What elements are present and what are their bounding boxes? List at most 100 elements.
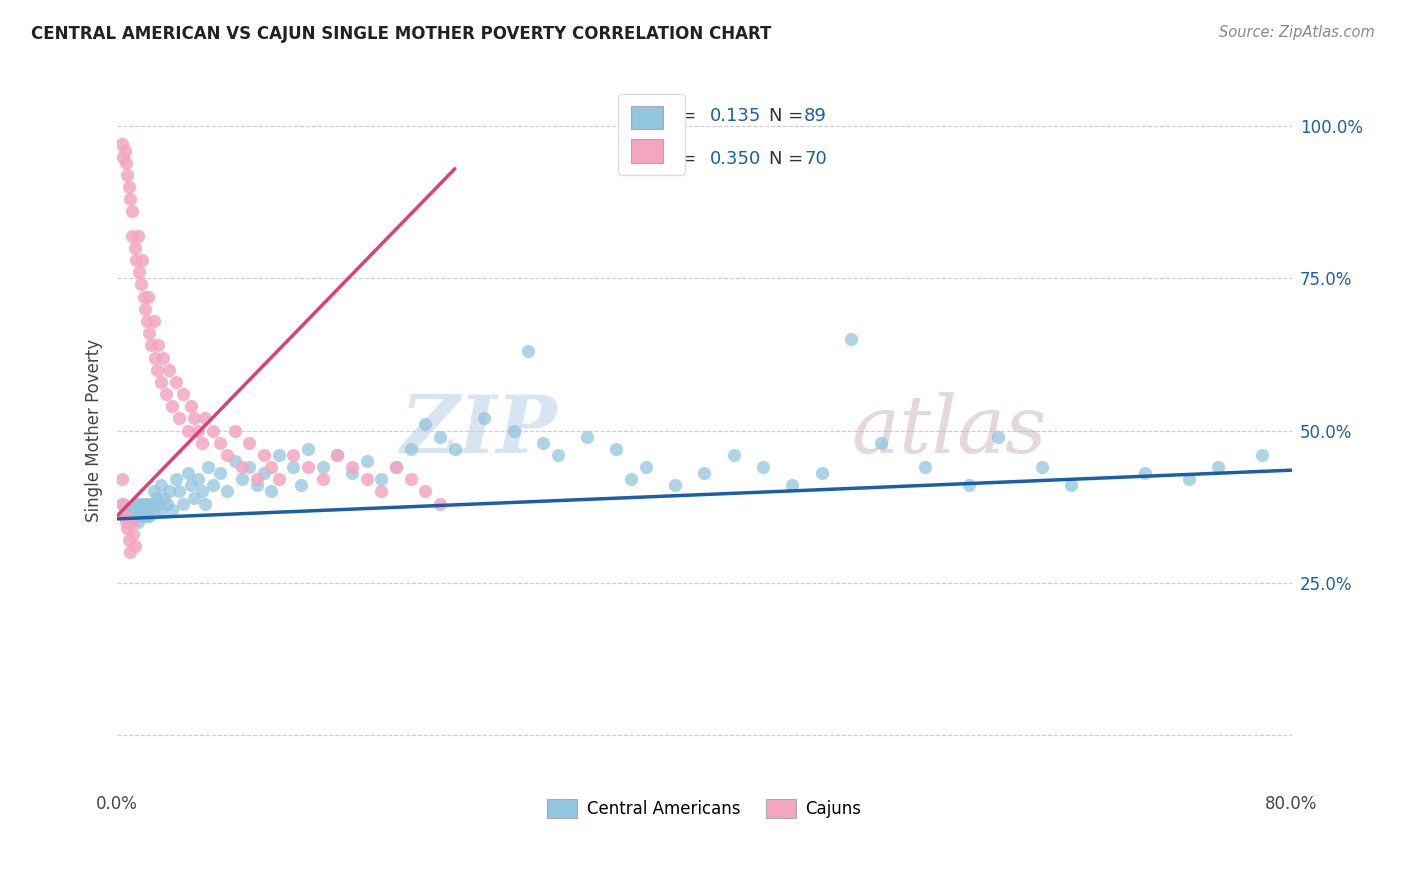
Point <box>110 472 132 486</box>
Point <box>127 515 149 529</box>
Point <box>370 472 392 486</box>
Point <box>129 502 152 516</box>
Point <box>124 241 146 255</box>
Point <box>224 454 246 468</box>
Point <box>664 478 686 492</box>
Point <box>176 424 198 438</box>
Point <box>157 362 180 376</box>
Point <box>238 460 260 475</box>
Point <box>693 467 716 481</box>
Point <box>260 460 283 475</box>
Point <box>120 545 142 559</box>
Point <box>385 460 408 475</box>
Text: 0.135: 0.135 <box>710 107 762 125</box>
Point <box>201 424 224 438</box>
Point <box>160 502 183 516</box>
Point <box>839 332 862 346</box>
Point <box>191 435 214 450</box>
Text: ZIP: ZIP <box>401 392 558 469</box>
Point <box>187 472 209 486</box>
Point <box>634 460 657 475</box>
Point <box>547 448 569 462</box>
Point <box>575 430 598 444</box>
Point <box>312 472 335 486</box>
Point <box>752 460 775 475</box>
Point <box>201 478 224 492</box>
Point <box>253 467 276 481</box>
Point <box>167 484 190 499</box>
Point <box>370 484 392 499</box>
Text: CENTRAL AMERICAN VS CAJUN SINGLE MOTHER POVERTY CORRELATION CHART: CENTRAL AMERICAN VS CAJUN SINGLE MOTHER … <box>31 25 772 43</box>
Point <box>231 460 253 475</box>
Point <box>156 497 179 511</box>
Point <box>132 290 155 304</box>
Point <box>117 508 139 523</box>
Point <box>143 351 166 365</box>
Point <box>138 326 160 341</box>
Point <box>517 344 540 359</box>
Point <box>114 144 136 158</box>
Point <box>132 497 155 511</box>
Point <box>531 435 554 450</box>
Point <box>326 448 349 462</box>
Point <box>415 484 437 499</box>
Point <box>914 460 936 475</box>
Point <box>139 338 162 352</box>
Point <box>165 472 187 486</box>
Legend: Central Americans, Cajuns: Central Americans, Cajuns <box>540 792 869 825</box>
Point <box>217 484 239 499</box>
Point <box>957 478 980 492</box>
Point <box>238 435 260 450</box>
Text: 70: 70 <box>804 150 827 168</box>
Point <box>121 508 143 523</box>
Point <box>246 478 269 492</box>
Point <box>399 442 422 456</box>
Point <box>125 508 148 523</box>
Point <box>117 168 139 182</box>
Point <box>326 448 349 462</box>
Point <box>253 448 276 462</box>
Point <box>114 508 136 523</box>
Point <box>124 497 146 511</box>
Point <box>208 435 231 450</box>
Point <box>194 497 217 511</box>
Point <box>231 472 253 486</box>
Point <box>129 277 152 292</box>
Point <box>197 460 219 475</box>
Point <box>605 442 627 456</box>
Point <box>356 472 378 486</box>
Point <box>112 150 135 164</box>
Point <box>429 430 451 444</box>
Point <box>472 411 495 425</box>
Point <box>987 430 1010 444</box>
Point <box>110 497 132 511</box>
Point <box>283 448 305 462</box>
Point <box>191 484 214 499</box>
Point <box>148 497 170 511</box>
Point <box>152 351 174 365</box>
Point <box>340 460 363 475</box>
Point <box>183 411 205 425</box>
Point <box>208 467 231 481</box>
Point <box>267 472 290 486</box>
Point <box>180 478 202 492</box>
Point <box>142 502 165 516</box>
Point <box>121 228 143 243</box>
Point <box>128 497 150 511</box>
Point <box>224 424 246 438</box>
Point <box>246 472 269 486</box>
Point <box>124 539 146 553</box>
Point <box>267 448 290 462</box>
Point <box>165 375 187 389</box>
Point <box>1178 472 1201 486</box>
Point <box>172 387 194 401</box>
Point <box>187 424 209 438</box>
Point <box>118 533 141 548</box>
Point <box>172 497 194 511</box>
Point <box>134 301 156 316</box>
Text: R =: R = <box>664 107 696 125</box>
Point <box>142 314 165 328</box>
Point <box>340 467 363 481</box>
Point <box>502 424 524 438</box>
Point <box>153 491 176 505</box>
